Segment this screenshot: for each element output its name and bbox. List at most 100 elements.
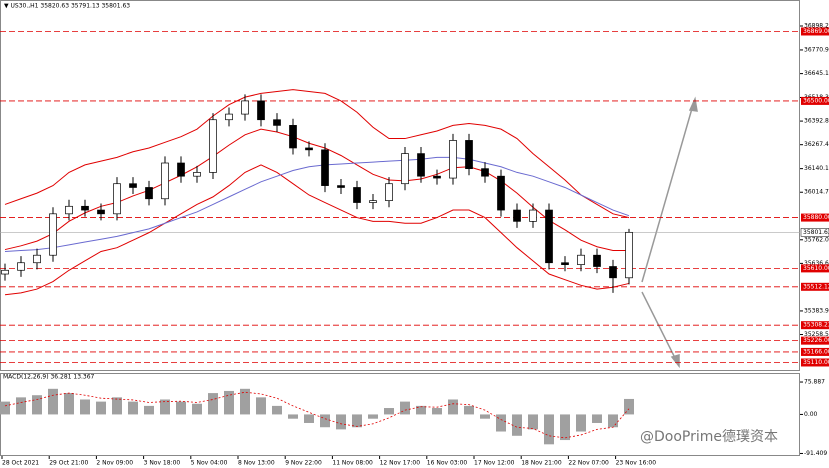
x-tick-label: 18 Nov 21:00: [521, 460, 562, 467]
candle-body: [161, 162, 169, 200]
candle-body: [545, 209, 553, 264]
macd-bar: [288, 414, 298, 419]
level-box: [801, 336, 829, 345]
y-tick-label: 36392.80: [804, 118, 829, 125]
candle-body: [145, 187, 153, 200]
candle-body: [193, 172, 201, 177]
macd-label: MACD(12,26,9) 36.281 13.367: [3, 374, 95, 381]
indicator-line: [4, 128, 629, 252]
last-price-box: [800, 228, 829, 237]
macd-bar: [128, 401, 138, 415]
level-label: 35226.00: [803, 337, 829, 344]
arrow-down: [641, 291, 677, 361]
level-box: [801, 264, 829, 273]
candle-body: [241, 100, 249, 115]
y-tick-label: 36267.40: [804, 141, 829, 148]
level-box: [801, 358, 829, 367]
x-tick-label: 23 Nov 16:00: [616, 460, 657, 467]
candle-body: [497, 175, 505, 211]
candle-body: [49, 213, 57, 256]
candle-body: [609, 266, 617, 279]
candle-body: [97, 209, 105, 215]
macd-bar: [592, 414, 602, 423]
candle-body: [449, 140, 457, 179]
candle-body: [401, 153, 409, 185]
macd-bar: [576, 414, 586, 432]
macd-bar: [224, 390, 234, 415]
candle-body: [417, 153, 425, 177]
candle-body: [305, 147, 313, 151]
candle-body: [257, 100, 265, 121]
macd-bar: [528, 414, 538, 430]
macd-bar: [80, 399, 90, 415]
macd-bar: [608, 414, 618, 428]
y-tick-label: 35762.00: [804, 236, 829, 243]
macd-bar: [448, 399, 458, 415]
x-tick-label: 3 Nov 18:00: [144, 460, 181, 467]
candle-body: [369, 200, 377, 203]
y-tick-label: 36645.15: [804, 70, 829, 77]
macd-bar: [0, 401, 10, 415]
candle-body: [513, 209, 521, 222]
x-tick-label: 9 Nov 22:00: [285, 460, 322, 467]
macd-bar: [480, 414, 490, 419]
macd-bar: [368, 414, 378, 419]
macd-bar: [544, 414, 554, 445]
y-tick-label: 36770.90: [804, 46, 829, 53]
candle-body: [289, 125, 297, 149]
macd-bar: [464, 405, 474, 415]
indicator-line: [4, 156, 630, 252]
level-label: 36869.00: [803, 28, 829, 35]
macd-bar: [560, 414, 570, 441]
macd-bar: [176, 401, 186, 415]
macd-bar: [112, 397, 122, 415]
level-box: [801, 27, 829, 36]
x-tick-label: 5 Nov 04:00: [191, 460, 228, 467]
y-tick-label: 36898.20: [804, 22, 829, 29]
macd-bar: [416, 405, 426, 415]
x-tick-label: 2 Nov 09:00: [96, 460, 133, 467]
last-price-label: 35801.63: [803, 229, 829, 236]
indicator-line: [4, 89, 630, 219]
level-label: 35110.00: [803, 359, 829, 366]
macd-bar: [336, 414, 346, 430]
x-tick-label: 11 Nov 08:00: [332, 460, 373, 467]
candle-body: [65, 205, 73, 215]
arrow-head: [670, 354, 680, 369]
candle-body: [225, 113, 233, 121]
macd-bar: [48, 388, 58, 415]
macd-bar: [400, 401, 410, 415]
x-tick-label: 16 Nov 03:00: [427, 460, 468, 467]
x-tick-label: 12 Nov 17:00: [380, 460, 421, 467]
candle-body: [321, 149, 329, 186]
candle-body: [113, 183, 121, 215]
macd-bar: [512, 414, 522, 436]
macd-bar: [384, 408, 394, 415]
level-label: 36500.00: [803, 97, 829, 104]
arrow-head: [688, 96, 698, 112]
level-box: [801, 321, 829, 330]
x-tick-label: 28 Oct 2021: [2, 460, 39, 467]
candle-body: [337, 185, 345, 188]
projection-arrows: [641, 96, 698, 369]
macd-signal: [4, 391, 630, 439]
candle-body: [593, 254, 601, 267]
arrow-up: [641, 104, 694, 283]
y-tick-label: 35383.90: [804, 307, 829, 314]
watermark: @DooPrime德璞资本: [640, 429, 778, 445]
x-tick-label: 29 Oct 21:00: [49, 460, 88, 467]
candle-body: [465, 140, 473, 170]
candle-body: [625, 231, 633, 279]
x-tick-label: 22 Nov 07:00: [568, 460, 609, 467]
candle-body: [81, 205, 89, 211]
x-tick-label: 8 Nov 13:00: [238, 460, 275, 467]
candle-body: [17, 262, 25, 271]
macd-panel: [0, 373, 800, 456]
candle-body: [33, 254, 41, 264]
macd-y-tick-label: 75.887: [804, 379, 825, 386]
level-box: [801, 282, 829, 291]
macd-bar: [352, 414, 362, 428]
candle-body: [577, 254, 585, 265]
macd-bar: [272, 405, 282, 415]
level-label: 35512.12: [803, 283, 829, 290]
